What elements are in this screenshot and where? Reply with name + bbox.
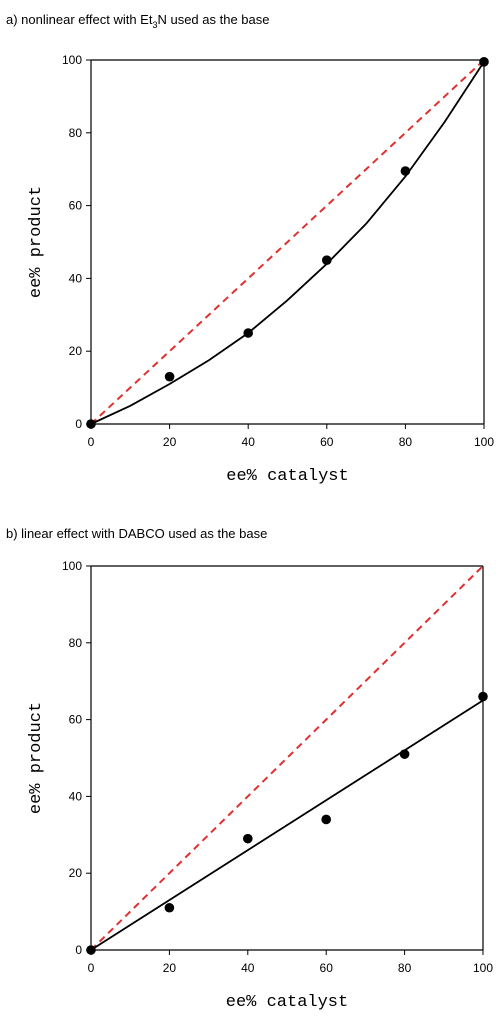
chart-a-x-tick-label: 0 [88, 435, 95, 449]
chart-a: 0 20 40 60 80 100 0 20 40 60 80 100 ee% catalyst ee% … [27, 53, 494, 486]
chart-b-data-point [164, 902, 175, 913]
chart-b-x-tick-label: 80 [398, 961, 412, 975]
chart-a-fit-curve [90, 61, 485, 425]
chart-a-y-axis-title: ee% product [27, 186, 46, 298]
chart-a-x-tick-label: 40 [242, 435, 256, 449]
chart-a-title-prefix: a) nonlinear effect with Et [6, 12, 153, 27]
chart-a-y-tick-label: 60 [69, 199, 83, 213]
chart-a-y-tick-label: 20 [69, 344, 83, 358]
chart-a-data-point [400, 166, 411, 176]
chart-b-title: b) linear effect with DABCO used as the … [6, 526, 267, 541]
chart-b-x-tick-label: 0 [88, 961, 95, 975]
chart-b-x-tick-label: 60 [320, 961, 334, 975]
chart-a-title-subscript: 3 [152, 20, 157, 30]
chart-b-data-point [243, 833, 253, 844]
chart-b-y-tick-label: 100 [62, 559, 82, 573]
chart-b-data-point [321, 814, 332, 825]
chart-b-x-tick-label: 20 [163, 961, 177, 975]
chart-b-data-point [86, 945, 96, 955]
chart-b-y-axis-title: ee% product [27, 702, 46, 814]
chart-b: 0 20 40 60 80 100 0 20 40 60 80 100 ee% catalyst ee% … [27, 559, 493, 1012]
chart-a-data-point [86, 419, 96, 429]
chart-a-data-point [243, 328, 253, 338]
chart-b-y-tick-label: 60 [69, 713, 83, 727]
chart-b-x-tick-label: 40 [241, 961, 255, 975]
chart-a-y-tick-label: 40 [69, 271, 83, 285]
chart-b-reference-line [90, 565, 484, 951]
chart-b-y-tick-label: 20 [69, 866, 83, 880]
chart-a-x-axis-title: ee% catalyst [226, 467, 348, 486]
chart-a-y-tick-label: 80 [69, 126, 83, 140]
chart-b-data-point [399, 749, 410, 759]
chart-a-reference-line [90, 59, 485, 425]
chart-a-x-tick-label: 60 [320, 435, 334, 449]
chart-b-x-tick-label: 100 [473, 961, 493, 975]
chart-a-x-tick-label: 100 [474, 435, 494, 449]
chart-a-y-tick-label: 100 [62, 53, 82, 67]
chart-a-data-point [164, 371, 175, 382]
chart-b-y-tick-label: 80 [69, 636, 83, 650]
chart-a-title-suffix: N used as the base [157, 12, 269, 27]
chart-b-y-tick-label: 0 [75, 943, 82, 957]
chart-a-data-point [479, 57, 489, 67]
chart-a-x-tick-label: 20 [163, 435, 177, 449]
chart-a-data-point [322, 255, 332, 265]
chart-a-title: a) nonlinear effect with Et3N used as th… [6, 12, 270, 30]
chart-b-fit-line [90, 699, 484, 951]
chart-b-data-point [478, 691, 488, 702]
chart-b-y-tick-label: 40 [69, 789, 83, 803]
chart-b-x-axis-title: ee% catalyst [226, 993, 348, 1012]
chart-a-x-tick-label: 80 [399, 435, 413, 449]
chart-a-y-tick-label: 0 [75, 417, 82, 431]
